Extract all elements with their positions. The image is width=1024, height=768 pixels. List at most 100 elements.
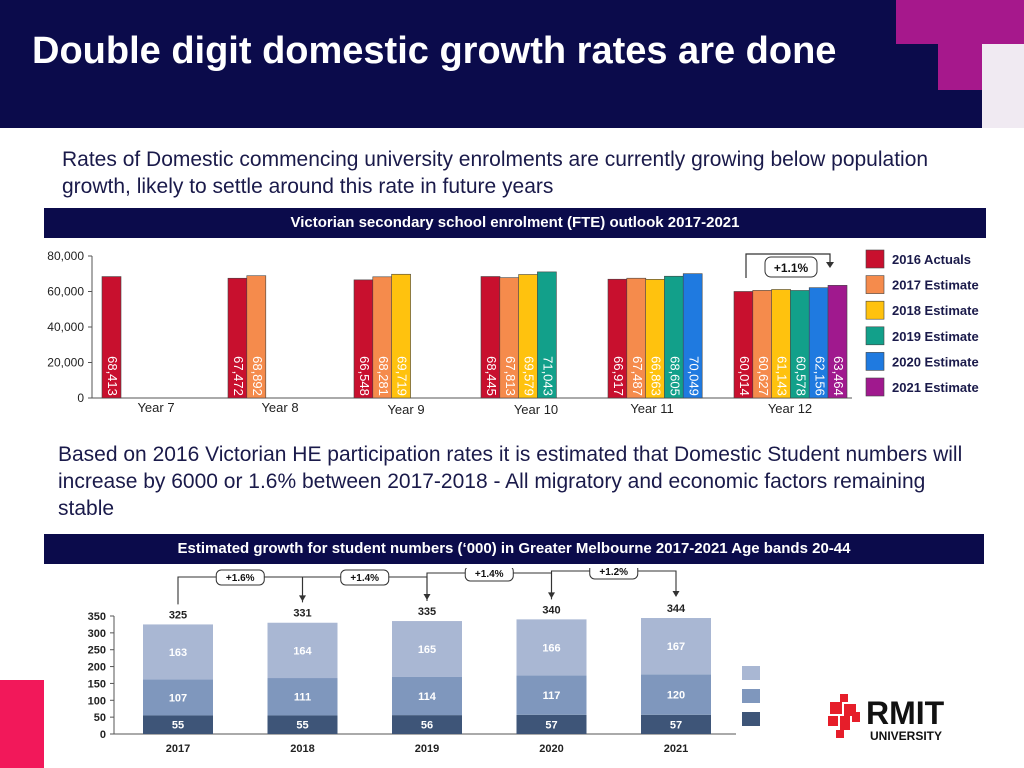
growth-annotation-box <box>340 569 390 586</box>
growth-text: Based on 2016 Victorian HE participation… <box>58 443 963 520</box>
growth-annotation: +1.6% <box>226 573 255 584</box>
legend-swatch <box>865 249 885 269</box>
stack-segment <box>516 619 587 676</box>
rmit-pixel-mark <box>828 694 860 738</box>
segment-value-label: 164 <box>293 645 312 657</box>
stack-segment <box>392 676 462 716</box>
stack-segment <box>392 715 462 734</box>
legend-label: 2017 Estimate <box>892 278 979 293</box>
legend-label: 2018 Estimate <box>892 303 979 318</box>
bar-value-label: 60,627 <box>756 356 771 396</box>
growth-annotation: +1.2% <box>599 568 628 578</box>
growth-annotation-box <box>464 568 514 582</box>
bar <box>101 276 122 399</box>
segment-value-label: 114 <box>418 691 437 703</box>
stack-segment <box>516 675 587 715</box>
growth-bracket <box>745 253 831 278</box>
bar <box>682 273 703 399</box>
segment-value-label: 57 <box>670 719 682 731</box>
growth-annotation: +1.1% <box>774 261 809 275</box>
segment-value-label: 55 <box>172 720 184 732</box>
intro-text: Rates of Domestic commencing university … <box>62 148 929 198</box>
bar-value-label: 66,863 <box>649 356 664 396</box>
legend-swatch <box>865 377 885 397</box>
y-tick-label: 200 <box>88 662 106 674</box>
y-tick-label: 0 <box>77 391 84 405</box>
bar-value-label: 68,281 <box>376 356 391 396</box>
bar-value-label: 63,464 <box>831 356 846 396</box>
stack-segment <box>267 678 338 716</box>
total-value-label: 331 <box>293 608 311 620</box>
x-category-label: 2018 <box>290 743 314 755</box>
bar-value-label: 68,605 <box>667 356 682 396</box>
legend-swatch <box>865 352 885 371</box>
total-value-label: 335 <box>418 606 436 618</box>
stack-segment <box>641 618 711 675</box>
total-value-label: 340 <box>542 604 560 616</box>
stack-segment <box>516 714 587 734</box>
y-tick-label: 20,000 <box>47 356 84 370</box>
total-value-label: 325 <box>169 609 187 621</box>
bar-value-label: 61,143 <box>775 356 790 396</box>
segment-value-label: 117 <box>543 690 561 702</box>
y-tick-label: 40,000 <box>47 320 84 334</box>
growth-annotation-box <box>215 569 265 586</box>
bar-value-label: 60,014 <box>737 356 752 396</box>
legend-swatch <box>865 275 885 294</box>
stack-segment <box>267 715 338 734</box>
segment-value-label: 166 <box>542 642 560 654</box>
segment-value-label: 120 <box>667 690 685 702</box>
segment-value-label: 163 <box>169 647 187 659</box>
bar <box>246 275 267 399</box>
header-band <box>0 0 1024 128</box>
bar-value-label: 68,445 <box>484 356 499 396</box>
x-category-label: Year 9 <box>387 402 424 417</box>
stack-segment <box>143 715 213 734</box>
bar <box>537 271 557 399</box>
segment-value-label: 111 <box>294 692 311 704</box>
growth-bracket-arrow <box>672 591 680 598</box>
stack-segment <box>143 679 213 716</box>
segment-value-label: 167 <box>667 641 685 653</box>
bar-value-label: 66,917 <box>611 356 626 396</box>
growth-annotation: +1.4% <box>350 573 379 584</box>
bar-value-label: 67,487 <box>630 356 645 396</box>
chart2-banner: Estimated growth for student numbers (‘0… <box>44 534 984 564</box>
bar-value-label: 66,548 <box>357 356 372 396</box>
x-category-label: Year 10 <box>514 402 558 417</box>
segment-value-label: 55 <box>296 720 308 732</box>
total-value-label: 344 <box>667 603 686 615</box>
rmit-logo-name: RMIT <box>866 695 945 731</box>
bar-value-label: 60,578 <box>793 356 808 396</box>
legend-swatch <box>865 326 885 346</box>
bar <box>391 273 411 399</box>
x-category-label: Year 7 <box>137 400 174 415</box>
legend-label: 2021 Estimate <box>892 380 979 395</box>
legend-swatch <box>742 666 760 680</box>
y-tick-label: 350 <box>88 611 106 623</box>
growth-annotation-box <box>764 256 818 278</box>
bar-value-label: 68,413 <box>105 356 120 396</box>
x-category-label: Year 12 <box>768 401 812 416</box>
segment-value-label: 165 <box>418 644 436 656</box>
x-category-label: Year 11 <box>630 401 673 416</box>
y-tick-label: 80,000 <box>47 249 84 263</box>
brand-accent-notch <box>938 44 982 90</box>
stack-segment <box>267 622 338 679</box>
bar-value-label: 68,892 <box>250 356 265 396</box>
y-tick-label: 250 <box>88 645 106 657</box>
growth-bracket-arrow <box>826 262 834 268</box>
student-growth-chart: 0 50 100 150 200 250 300 350 55 107 163 325 2017 55 11… <box>88 568 760 755</box>
y-tick-label: 50 <box>94 712 106 724</box>
bar <box>827 285 848 399</box>
y-tick-label: 100 <box>88 695 106 707</box>
x-category-label: 2017 <box>166 743 190 755</box>
legend-label: 2020 Estimate <box>892 354 979 369</box>
growth-annotation: +1.4% <box>475 569 504 580</box>
legend-swatch <box>742 712 760 726</box>
stack-segment <box>641 674 711 715</box>
enrolment-chart: 0 20,000 40,000 60,000 80,000 68,413 Year 7 67,… <box>47 249 979 417</box>
legend-swatch <box>865 300 885 320</box>
stack-segment <box>392 621 462 677</box>
legend-label: 2019 Estimate <box>892 329 979 344</box>
